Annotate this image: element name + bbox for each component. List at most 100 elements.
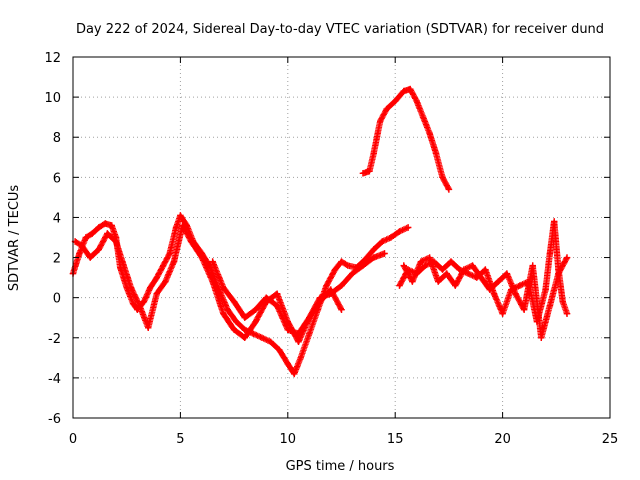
data-point	[252, 318, 259, 325]
data-point	[102, 220, 109, 227]
data-point	[170, 258, 178, 265]
data-point	[503, 270, 511, 277]
data-point	[230, 326, 238, 333]
series-2	[71, 222, 388, 345]
data-point	[220, 284, 227, 291]
data-point	[129, 300, 137, 307]
x-axis-label: GPS time / hours	[286, 459, 395, 474]
data-point	[495, 278, 502, 285]
data-point	[469, 262, 476, 269]
data-point	[392, 97, 399, 105]
data-point	[233, 318, 240, 325]
data-point	[477, 274, 485, 281]
data-point	[166, 250, 173, 257]
data-point	[179, 222, 186, 229]
data-point	[82, 234, 90, 241]
data-point	[445, 186, 453, 193]
y-tick-label: 10	[44, 91, 61, 106]
data-point	[542, 286, 549, 293]
data-point	[273, 290, 281, 297]
data-point	[426, 254, 433, 261]
data-point	[297, 354, 304, 361]
data-point	[546, 250, 554, 257]
data-point	[140, 298, 148, 305]
series-1	[69, 212, 412, 378]
x-tick-label: 20	[494, 432, 511, 447]
chart-title: Day 222 of 2024, Sidereal Day-to-day VTE…	[76, 22, 604, 37]
y-axis-ticks: -6 -4 -2 0 2 4 6 8 10 12	[44, 51, 610, 427]
series-markers	[69, 212, 412, 378]
y-tick-label: 12	[44, 51, 61, 66]
data-point	[76, 250, 83, 257]
data-point	[396, 282, 403, 289]
series-6	[400, 254, 571, 341]
data-point	[383, 105, 390, 113]
y-tick-label: -2	[48, 332, 61, 347]
data-point	[145, 324, 152, 331]
series-markers	[396, 218, 571, 325]
data-point	[78, 242, 85, 249]
data-point	[439, 174, 446, 181]
data-point	[284, 360, 291, 368]
data-point	[284, 326, 291, 333]
data-point	[370, 150, 377, 157]
data-point	[366, 168, 373, 175]
data-point	[465, 270, 472, 277]
data-point	[162, 278, 169, 285]
data-point	[432, 150, 440, 157]
data-point	[267, 338, 274, 345]
data-point	[295, 330, 302, 337]
data-point	[409, 278, 416, 285]
data-point	[209, 258, 216, 265]
data-point	[241, 334, 248, 341]
data-point	[209, 278, 216, 285]
data-point	[177, 212, 184, 219]
data-point	[443, 270, 450, 277]
data-point	[486, 286, 493, 293]
y-tick-label: 0	[53, 292, 61, 307]
data-point	[119, 258, 126, 265]
grid-lines	[73, 57, 610, 418]
x-tick-label: 25	[602, 432, 619, 447]
data-point	[104, 230, 111, 237]
data-point	[387, 234, 395, 241]
data-point	[417, 258, 425, 265]
data-point	[529, 262, 536, 269]
series-4	[359, 85, 453, 193]
data-point	[359, 262, 367, 269]
y-axis-label: SDTVAR / TECUs	[7, 185, 22, 292]
data-point	[160, 262, 167, 269]
data-point	[241, 314, 248, 321]
data-point	[316, 298, 324, 305]
data-point	[546, 302, 554, 309]
data-point	[499, 310, 506, 317]
series-3	[209, 258, 345, 337]
data-series	[69, 85, 571, 378]
data-point	[490, 290, 498, 297]
data-point	[563, 254, 571, 261]
data-point	[452, 282, 459, 289]
data-point	[108, 222, 115, 229]
x-tick-label: 0	[69, 432, 77, 447]
series-markers	[359, 85, 453, 193]
data-point	[95, 224, 102, 231]
data-point	[377, 118, 384, 125]
data-point	[258, 334, 266, 341]
data-point	[224, 306, 231, 313]
data-point	[439, 266, 446, 273]
data-point	[230, 298, 238, 305]
data-point	[516, 282, 523, 289]
plot-frame	[72, 56, 611, 419]
y-tick-label: 6	[53, 171, 61, 186]
data-point	[349, 270, 356, 277]
data-point	[407, 85, 414, 93]
data-point	[551, 218, 558, 225]
data-point	[127, 284, 135, 291]
data-point	[306, 330, 313, 337]
data-point	[563, 310, 571, 317]
data-point	[291, 370, 298, 378]
data-point	[460, 266, 468, 273]
data-point	[153, 290, 160, 297]
series-5	[396, 218, 571, 325]
